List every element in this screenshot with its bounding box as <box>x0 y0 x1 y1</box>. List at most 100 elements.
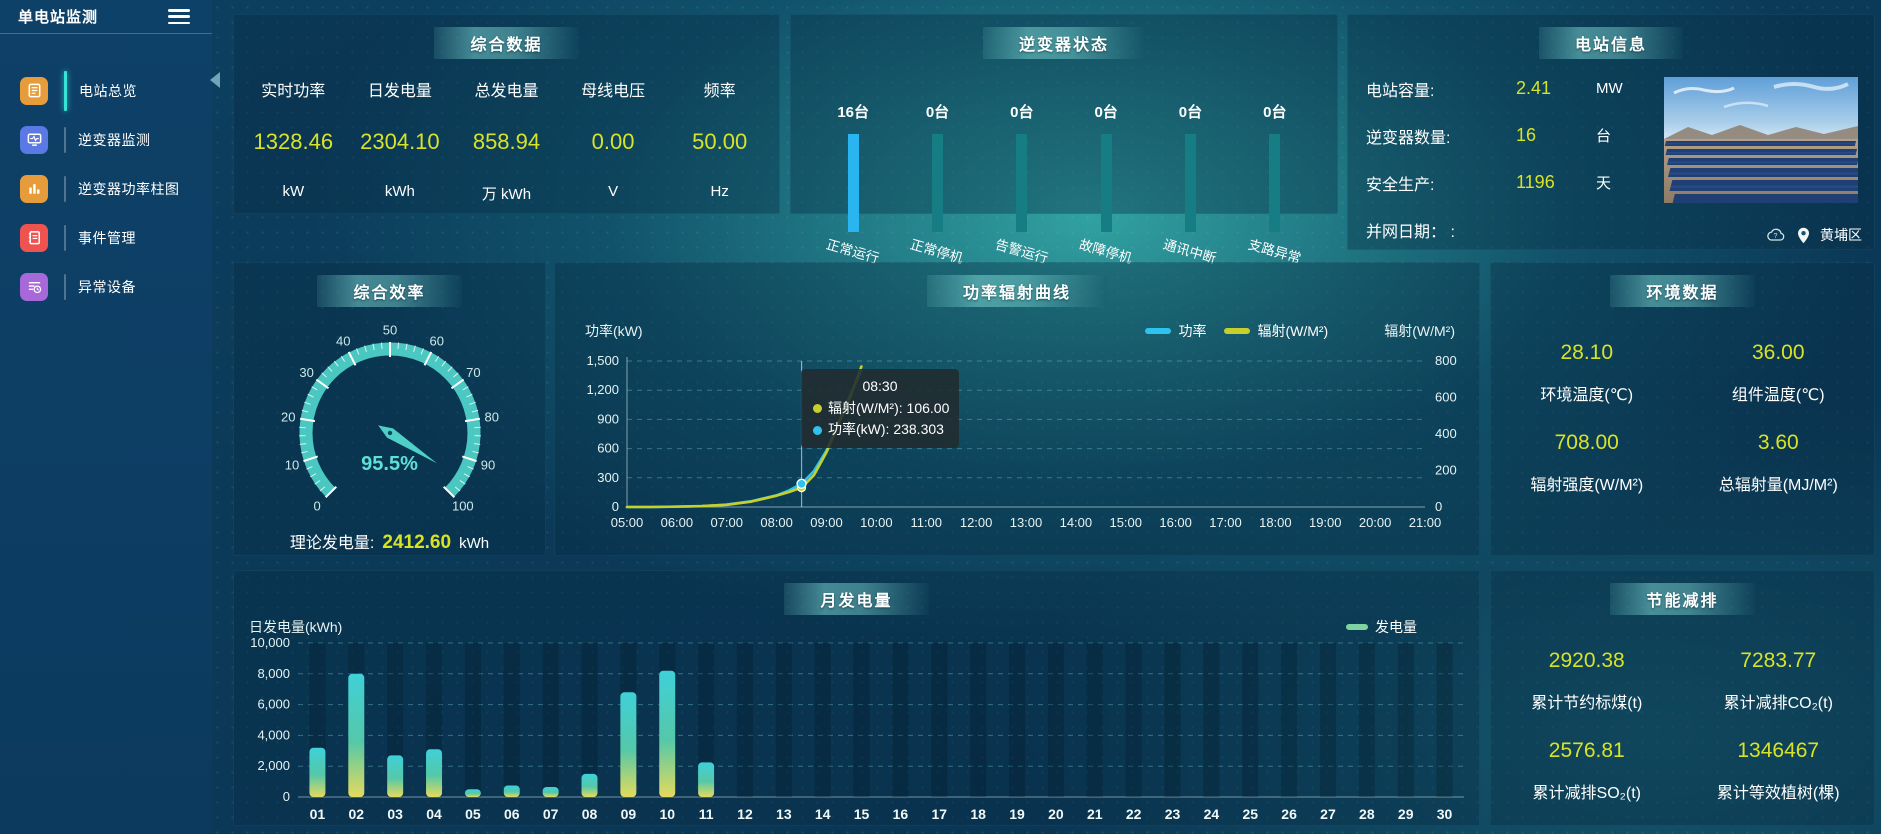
sidebar-item-abnormal-devices[interactable]: 异常设备 <box>0 262 212 311</box>
svg-text:90: 90 <box>480 457 494 472</box>
svg-text:08: 08 <box>582 806 598 822</box>
svg-text:0: 0 <box>313 498 320 513</box>
curve-header-row: 功率(kW) 功率 辐射(W/M²) 辐射(W/M²) <box>555 321 1479 341</box>
stat-value: 2920.38 <box>1548 649 1625 672</box>
legend-generation[interactable]: 发电量 <box>1346 617 1417 637</box>
inverter-status-chart[interactable]: 16台 正常运行 0台 正常停机 0台 告警运行 0台 故障停机 0台 <box>791 101 1337 266</box>
legend-power[interactable]: 功率 <box>1145 321 1206 341</box>
stat-unit: kWh <box>384 183 415 200</box>
svg-text:05: 05 <box>465 806 481 822</box>
panel-power-radiation-curve: 功率辐射曲线 功率(kW) 功率 辐射(W/M²) 辐射(W/M²) 0 300 6… <box>554 262 1480 556</box>
inverter-status-normal-stop: 0台 正常停机 <box>895 101 979 266</box>
stat-value: 1346467 <box>1737 739 1820 762</box>
status-bar <box>847 134 859 232</box>
overview-stats: 实时功率 1328.46 kW 日发电量 2304.10 kWh 总发电量 85… <box>234 77 779 204</box>
status-bar <box>1100 134 1112 232</box>
svg-text:50: 50 <box>382 323 396 338</box>
curve-legend: 功率 辐射(W/M²) <box>1145 321 1328 341</box>
footer-unit: kWh <box>459 535 490 552</box>
svg-text:19: 19 <box>1009 806 1025 822</box>
panel-monthly-generation: 月发电量 日发电量(kWh) 发电量 0 2,000 4,000 6,000 8,000… <box>233 570 1480 826</box>
svg-text:25: 25 <box>1242 806 1258 822</box>
panel-title: 节能减排 <box>1610 583 1755 615</box>
svg-text:2,000: 2,000 <box>257 758 290 773</box>
sidebar-item-event-management[interactable]: 事件管理 <box>0 213 212 262</box>
row-label: 并网日期： : <box>1366 223 1455 241</box>
svg-text:1,500: 1,500 <box>586 353 619 368</box>
svg-text:100: 100 <box>451 498 473 513</box>
svg-text:02: 02 <box>349 806 365 822</box>
panel-title: 电站信息 <box>1538 27 1683 59</box>
svg-text:400: 400 <box>1435 426 1457 441</box>
sidebar-item-label: 电站总览 <box>79 82 137 99</box>
svg-text:23: 23 <box>1165 806 1181 822</box>
month-header-row: 日发电量(kWh) 发电量 <box>234 617 1479 637</box>
sidebar-collapse-arrow[interactable] <box>210 72 220 88</box>
menu-toggle-icon[interactable] <box>168 9 190 24</box>
weather-cloud-icon[interactable]: ? <box>1765 227 1787 243</box>
svg-text:11:00: 11:00 <box>910 515 942 530</box>
svg-text:16: 16 <box>893 806 909 822</box>
sidebar-item-inverter-power-bars[interactable]: 逆变器功率柱图 <box>0 164 212 213</box>
svg-text:15: 15 <box>854 806 870 822</box>
panel-title: 逆变器状态 <box>982 27 1145 59</box>
panel-title: 月发电量 <box>784 583 929 615</box>
svg-text:09: 09 <box>621 806 637 822</box>
stat-value: 0.00 <box>591 129 635 154</box>
stat-label: 累计等效植树(棵) <box>1716 785 1840 802</box>
legend-label: 辐射(W/M²) <box>1257 323 1329 339</box>
inverter-status-alarm-run: 0台 告警运行 <box>980 101 1064 266</box>
status-count: 16台 <box>837 104 869 121</box>
stat-unit: V <box>608 183 619 200</box>
curve-plot[interactable]: 0 300 600 900 1,200 1,500 0 200 400 600 800 05:00 06… <box>563 349 1473 546</box>
svg-text:09:00: 09:00 <box>810 515 843 530</box>
row-label: 电站容量: <box>1366 82 1435 100</box>
svg-text:?: ? <box>1774 233 1778 240</box>
location-pin-icon[interactable] <box>1797 227 1810 244</box>
sidebar-item-inverter-monitor[interactable]: 逆变器监测 <box>0 115 212 164</box>
svg-text:14:00: 14:00 <box>1060 515 1093 530</box>
savings-stats: 2920.38 累计节约标煤(t) 7283.77 累计减排CO₂(t) 257… <box>1491 649 1874 803</box>
svg-text:12: 12 <box>737 806 753 822</box>
stat-value: 3.60 <box>1757 431 1799 454</box>
sidebar: 单电站监测 电站总览 逆变器监测 <box>0 0 220 834</box>
safe-production-row: 安全生产: 1196 天 <box>1366 159 1666 206</box>
chart-tooltip: 08:30 辐射(W/M²): 106.00 功率(kW): 238.303 <box>801 369 959 449</box>
tooltip-text: 功率(kW): 238.303 <box>828 421 944 438</box>
nav-divider <box>64 224 66 251</box>
svg-text:06: 06 <box>504 806 520 822</box>
legend-radiation[interactable]: 辐射(W/M²) <box>1224 321 1328 341</box>
legend-swatch-generation <box>1346 624 1368 630</box>
app-title: 单电站监测 <box>18 9 99 26</box>
svg-text:13:00: 13:00 <box>1010 515 1043 530</box>
district-label[interactable]: 黄埔区 <box>1820 227 1862 243</box>
sidebar-item-station-overview[interactable]: 电站总览 <box>0 66 212 115</box>
svg-text:08:00: 08:00 <box>760 515 793 530</box>
theoretical-generation: 理论发电量: 2412.60 kWh <box>234 529 545 554</box>
row-value: 1196 <box>1516 172 1555 192</box>
stat-total-generation: 总发电量 858.94 万 kWh <box>453 77 560 204</box>
station-overview-icon <box>20 76 48 105</box>
footer-value: 2412.60 <box>382 532 452 553</box>
stat-value: 50.00 <box>692 129 748 154</box>
nav-divider <box>64 126 66 153</box>
svg-text:600: 600 <box>597 441 619 456</box>
status-bar <box>1269 134 1281 232</box>
monthly-bar-chart[interactable]: 0 2,000 4,000 6,000 8,000 10,000 01 02 03 04 05 06 0… <box>242 633 1473 830</box>
nav-divider <box>64 175 66 202</box>
row-label: 安全生产: <box>1366 176 1435 194</box>
inverter-status-branch-abnormal: 0台 支路异常 <box>1233 101 1317 266</box>
stat-unit: Hz <box>710 183 729 200</box>
device-list-clock-icon <box>20 272 48 301</box>
row-unit: 天 <box>1596 175 1612 192</box>
svg-text:10: 10 <box>659 806 675 822</box>
panel-environment-data: 环境数据 28.10 环境温度(℃) 36.00 组件温度(℃) 708.00 … <box>1490 262 1875 556</box>
stat-bus-voltage: 母线电压 0.00 V <box>560 77 667 204</box>
footer-label: 理论发电量: <box>289 535 375 552</box>
svg-text:29: 29 <box>1398 806 1414 822</box>
panel-energy-savings: 节能减排 2920.38 累计节约标煤(t) 7283.77 累计减排CO₂(t… <box>1490 570 1875 826</box>
y-axis-title: 日发电量(kWh) <box>249 619 343 635</box>
stat-label: 累计节约标煤(t) <box>1531 695 1643 712</box>
svg-text:12:00: 12:00 <box>960 515 993 530</box>
